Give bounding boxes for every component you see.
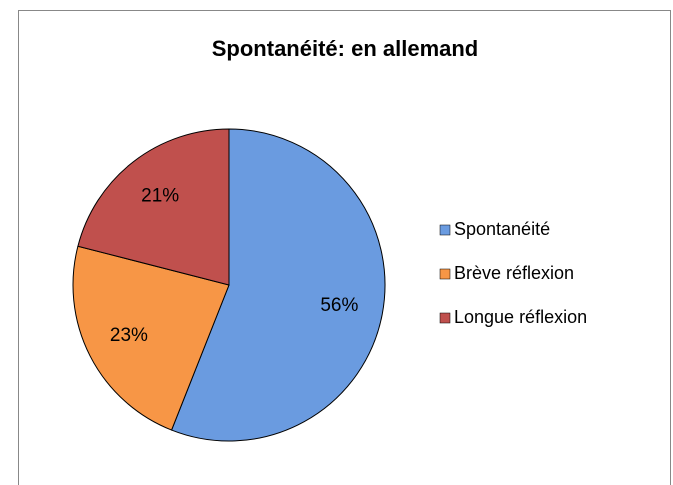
data-label: 56% — [320, 295, 358, 316]
legend-label: Brève réflexion — [454, 263, 574, 283]
pie-slice — [72, 245, 230, 431]
pie-slice — [170, 128, 386, 442]
legend-label: Spontanéité — [454, 219, 550, 239]
legend-swatch — [439, 312, 451, 324]
legend-swatch — [439, 268, 451, 280]
data-label: 23% — [110, 325, 148, 346]
chart-title: Spontanéité: en allemand — [212, 36, 479, 61]
data-label: 21% — [141, 185, 179, 206]
pie-slice — [77, 128, 230, 286]
legend-swatch — [439, 224, 451, 236]
legend-label: Longue réflexion — [454, 307, 587, 327]
